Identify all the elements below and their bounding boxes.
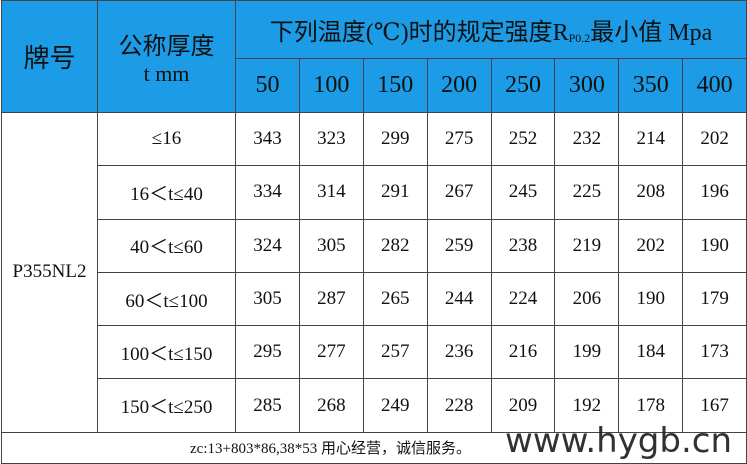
brand-header: 牌号 (1, 0, 98, 113)
strength-value: 275 (426, 111, 492, 167)
thickness-range: 60＜t≤100 (97, 271, 236, 327)
strength-value: 167 (682, 378, 747, 433)
temperature-header: 下列温度(℃)时的规定强度RP0.2最小值 Mpa (234, 0, 747, 59)
strength-value: 214 (618, 111, 684, 167)
strength-value: 208 (618, 165, 684, 220)
thickness-range: 40＜t≤60 (97, 218, 236, 273)
strength-value: 324 (235, 218, 300, 273)
watermark: www.hygb.cn (505, 420, 733, 461)
strength-value: 219 (554, 218, 620, 273)
temperature: 300 (554, 58, 620, 113)
strength-value: 314 (298, 165, 364, 220)
footer: zc:13+803*86,38*53 用心经营，诚信服务。 www.hygb.cn (0, 421, 747, 464)
strength-value: 287 (298, 271, 364, 327)
strength-value: 225 (554, 165, 620, 220)
strength-value: 305 (298, 218, 364, 273)
strength-value: 268 (298, 378, 364, 433)
data-row: 16＜t≤40 334 314 291 267 245 225 208 196 (2, 165, 747, 220)
strength-value: 202 (618, 218, 684, 273)
strength-value: 179 (682, 271, 747, 327)
strength-value: 249 (362, 378, 428, 433)
strength-value: 228 (426, 378, 492, 433)
temperature: 400 (682, 58, 747, 113)
strength-value: 305 (235, 271, 300, 327)
thickness-range: 16＜t≤40 (97, 165, 236, 220)
data-row: 150＜t≤250 285 268 249 228 209 192 178 167 (2, 378, 747, 433)
strength-value: 299 (362, 111, 428, 167)
strength-value: 236 (426, 325, 492, 380)
data-row: 40＜t≤60 324 305 282 259 238 219 202 190 (2, 218, 747, 273)
temperature: 150 (362, 58, 428, 113)
data-row: 60＜t≤100 305 287 265 244 224 206 190 179 (2, 271, 747, 327)
strength-value: 245 (490, 165, 556, 220)
strength-value: 173 (682, 325, 747, 380)
strength-value: 209 (490, 378, 556, 433)
thickness-range: ≤16 (97, 111, 236, 167)
header-row: 牌号 公称厚度 t mm 下列温度(℃)时的规定强度RP0.2最小值 Mpa (1, 0, 747, 113)
strength-value: 295 (235, 325, 300, 380)
footer-text: zc:13+803*86,38*53 用心经营，诚信服务。 (190, 441, 471, 458)
grade: P355NL2 (1, 112, 98, 433)
strength-value: 257 (362, 325, 428, 380)
strength-value: 259 (426, 218, 492, 273)
temperature-row: 50 100 150 200 250 300 350 400 (2, 58, 747, 113)
temp-title: 下列温度(℃)时的规定强度R (269, 20, 569, 46)
strength-value: 252 (490, 111, 556, 167)
strength-value: 199 (554, 325, 620, 380)
thickness-header-unit: t mm (143, 61, 190, 86)
temp-title-suffix: 最小值 Mpa (590, 20, 713, 46)
strength-value: 196 (682, 165, 747, 220)
strength-value: 291 (362, 165, 428, 220)
strength-value: 224 (490, 271, 556, 327)
thickness-range: 150＜t≤250 (97, 378, 236, 433)
temperature: 50 (235, 58, 300, 113)
data-row: P355NL2 ≤16 343 323 299 275 252 232 214 202 (1, 111, 747, 433)
strength-value: 202 (682, 111, 747, 167)
footer-row: zc:13+803*86,38*53 用心经营，诚信服务。 www.hygb.cn (0, 421, 747, 464)
strength-value: 334 (235, 165, 300, 220)
temperature: 100 (298, 58, 364, 113)
strength-value: 232 (554, 111, 620, 167)
thickness-range: 100＜t≤150 (97, 325, 236, 380)
strength-value: 277 (298, 325, 364, 380)
strength-value: 244 (426, 271, 492, 327)
temp-title-sub: P0.2 (568, 31, 591, 45)
strength-value: 184 (618, 325, 684, 380)
strength-value: 216 (490, 325, 556, 380)
strength-value: 190 (618, 271, 684, 327)
strength-value: 323 (298, 111, 364, 167)
thickness-header: 公称厚度 t mm (97, 0, 236, 113)
strength-value: 343 (235, 111, 300, 167)
strength-value: 285 (235, 378, 300, 433)
strength-value: 190 (682, 218, 747, 273)
data-row: 100＜t≤150 295 277 257 236 216 199 184 173 (2, 325, 747, 380)
thickness-header-line: 公称厚度 (118, 34, 215, 60)
strength-value: 238 (490, 218, 556, 273)
temperature: 200 (426, 58, 492, 113)
temperature: 350 (618, 58, 684, 113)
temperature: 250 (490, 58, 556, 113)
strength-value: 267 (426, 165, 492, 220)
strength-value: 206 (554, 271, 620, 327)
strength-value: 282 (362, 218, 428, 273)
strength-value: 265 (362, 271, 428, 327)
strength-value: 178 (618, 378, 684, 433)
